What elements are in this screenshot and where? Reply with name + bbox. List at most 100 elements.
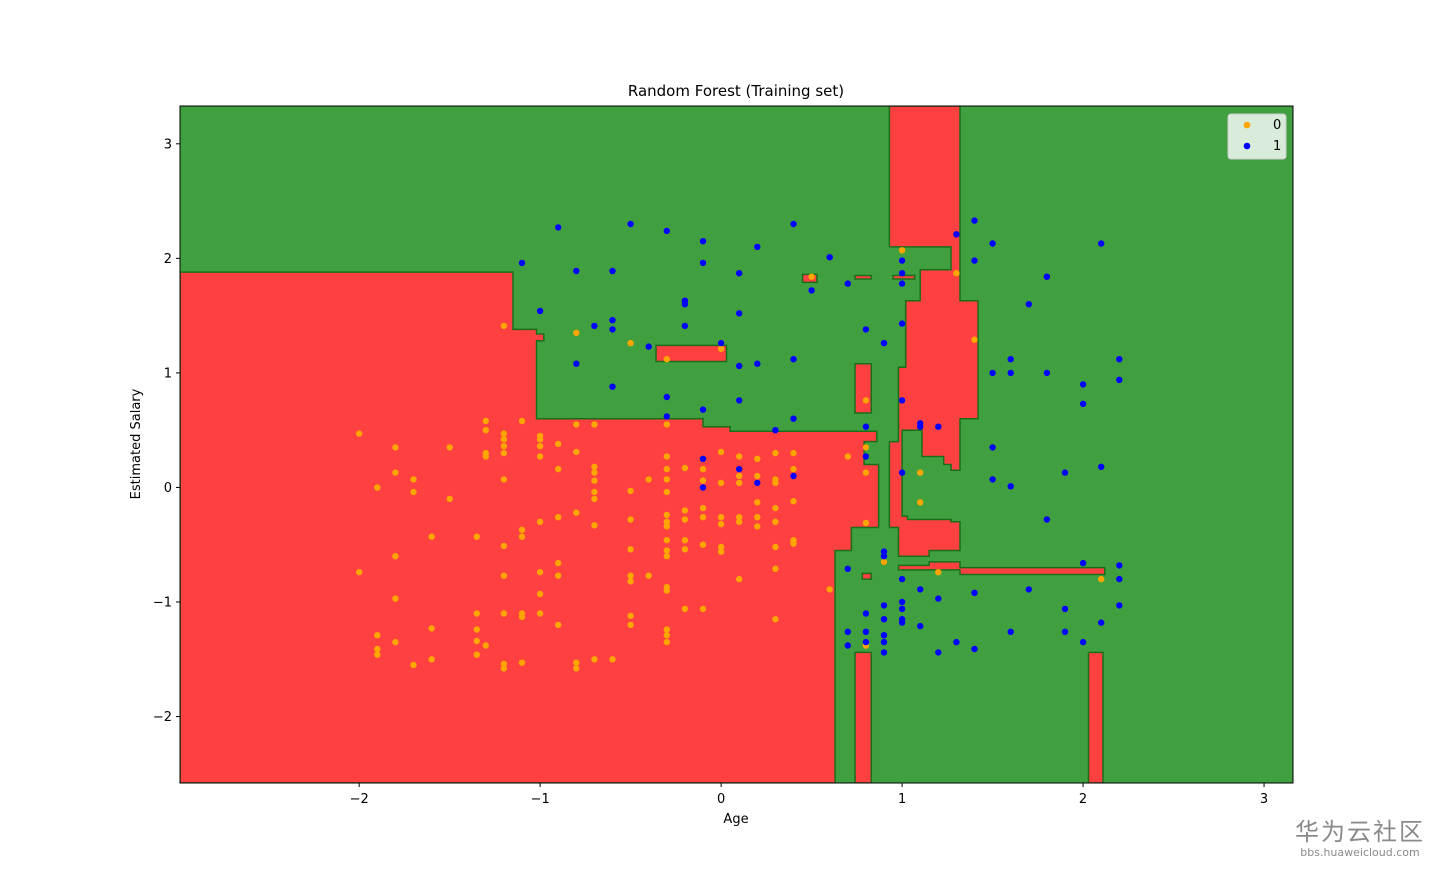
scatter-point-class-0	[772, 504, 779, 512]
decision-region-class-0	[897, 561, 1106, 576]
decision-region-class-0	[861, 572, 873, 580]
scatter-point-class-1	[1116, 575, 1123, 583]
scatter-point-class-1	[935, 649, 942, 656]
scatter-point-class-0	[844, 453, 851, 460]
scatter-point-class-1	[699, 238, 707, 245]
scatter-point-class-1	[627, 220, 634, 228]
scatter-point-class-0	[772, 565, 779, 572]
scatter-point-class-0	[699, 477, 707, 484]
scatter-point-class-0	[790, 540, 797, 547]
chart-title: Random Forest (Training set)	[628, 82, 844, 100]
scatter-point-class-0	[772, 543, 779, 551]
scatter-point-class-0	[663, 465, 670, 473]
scatter-point-class-1	[1025, 301, 1033, 308]
scatter-point-class-0	[500, 449, 508, 457]
watermark-logo-text: 华为云社区	[1295, 818, 1425, 846]
scatter-point-class-1	[862, 453, 870, 460]
scatter-point-class-1	[609, 317, 616, 324]
y-tick-label: −1	[153, 596, 172, 611]
scatter-point-class-1	[898, 397, 906, 404]
plot-area	[179, 105, 1294, 784]
scatter-point-class-1	[717, 339, 725, 347]
scatter-point-class-1	[1116, 376, 1123, 383]
scatter-point-class-1	[898, 605, 906, 613]
scatter-point-class-1	[645, 343, 652, 350]
scatter-point-class-0	[392, 444, 399, 451]
scatter-point-class-0	[754, 472, 761, 480]
x-tick-label: −2	[350, 792, 369, 807]
scatter-point-class-1	[898, 598, 906, 606]
scatter-point-class-1	[736, 310, 743, 317]
x-tick-label: 1	[898, 792, 906, 807]
scatter-point-class-0	[573, 421, 580, 428]
scatter-point-class-1	[1079, 381, 1087, 388]
scatter-point-class-0	[518, 659, 526, 666]
scatter-point-class-0	[500, 542, 508, 550]
legend-marker-1	[1243, 142, 1251, 150]
scatter-point-class-0	[663, 511, 670, 519]
scatter-point-class-0	[663, 518, 670, 525]
scatter-point-class-0	[500, 443, 508, 450]
scatter-point-class-1	[1116, 602, 1123, 609]
scatter-point-class-0	[736, 479, 743, 487]
scatter-point-class-1	[844, 565, 851, 572]
scatter-point-class-0	[754, 514, 761, 521]
x-tick-label: 0	[717, 792, 725, 807]
scatter-point-class-0	[953, 270, 960, 277]
scatter-point-class-0	[663, 356, 670, 363]
scatter-point-class-0	[917, 469, 924, 476]
scatter-point-class-0	[536, 453, 544, 460]
scatter-point-class-0	[536, 590, 544, 598]
scatter-point-class-0	[410, 476, 417, 483]
scatter-point-class-1	[935, 423, 942, 430]
scatter-point-class-1	[1007, 628, 1014, 635]
scatter-point-class-0	[410, 488, 417, 496]
scatter-point-class-0	[717, 520, 725, 528]
scatter-point-class-0	[681, 546, 689, 553]
scatter-point-class-1	[880, 548, 888, 555]
scatter-point-class-0	[473, 533, 480, 540]
scatter-point-class-0	[500, 476, 508, 483]
scatter-point-class-0	[663, 523, 670, 530]
scatter-point-class-1	[790, 415, 797, 422]
scatter-point-class-1	[699, 259, 707, 267]
scatter-point-class-0	[862, 469, 870, 476]
scatter-point-class-0	[645, 572, 652, 579]
plot-frame	[179, 105, 1294, 784]
scatter-point-class-0	[663, 626, 670, 633]
scatter-point-class-0	[473, 610, 480, 617]
scatter-point-class-0	[591, 463, 598, 470]
scatter-point-class-1	[609, 267, 616, 275]
scatter-point-class-1	[1079, 638, 1087, 646]
scatter-point-class-0	[482, 427, 489, 434]
legend-label-0: 0	[1273, 118, 1281, 133]
scatter-point-class-0	[573, 659, 580, 666]
scatter-point-class-1	[1043, 273, 1051, 280]
scatter-point-class-0	[500, 610, 508, 617]
scatter-point-class-1	[880, 638, 888, 646]
scatter-point-class-1	[971, 257, 978, 264]
scatter-point-class-0	[627, 578, 634, 585]
scatter-point-class-1	[1116, 356, 1123, 363]
scatter-point-class-1	[1061, 469, 1069, 476]
scatter-point-class-1	[1061, 605, 1069, 613]
y-axis-label: Estimated Salary	[129, 388, 144, 499]
decision-region-class-0	[854, 651, 873, 783]
scatter-point-class-0	[555, 440, 562, 448]
scatter-point-class-0	[971, 336, 978, 343]
scatter-point-class-1	[862, 610, 870, 617]
scatter-point-class-1	[1098, 619, 1105, 626]
scatter-point-class-0	[717, 514, 725, 521]
scatter-point-class-0	[736, 472, 743, 480]
scatter-point-class-0	[862, 519, 870, 527]
scatter-point-class-1	[736, 362, 743, 370]
scatter-point-class-1	[1007, 483, 1014, 490]
scatter-point-class-0	[645, 476, 652, 483]
scatter-point-class-0	[446, 495, 453, 503]
scatter-point-class-0	[555, 621, 562, 629]
scatter-point-class-1	[844, 280, 851, 287]
scatter-point-class-0	[699, 504, 707, 512]
decision-region-class-0	[892, 274, 916, 280]
scatter-point-class-1	[826, 254, 833, 261]
scatter-point-class-0	[428, 656, 435, 663]
